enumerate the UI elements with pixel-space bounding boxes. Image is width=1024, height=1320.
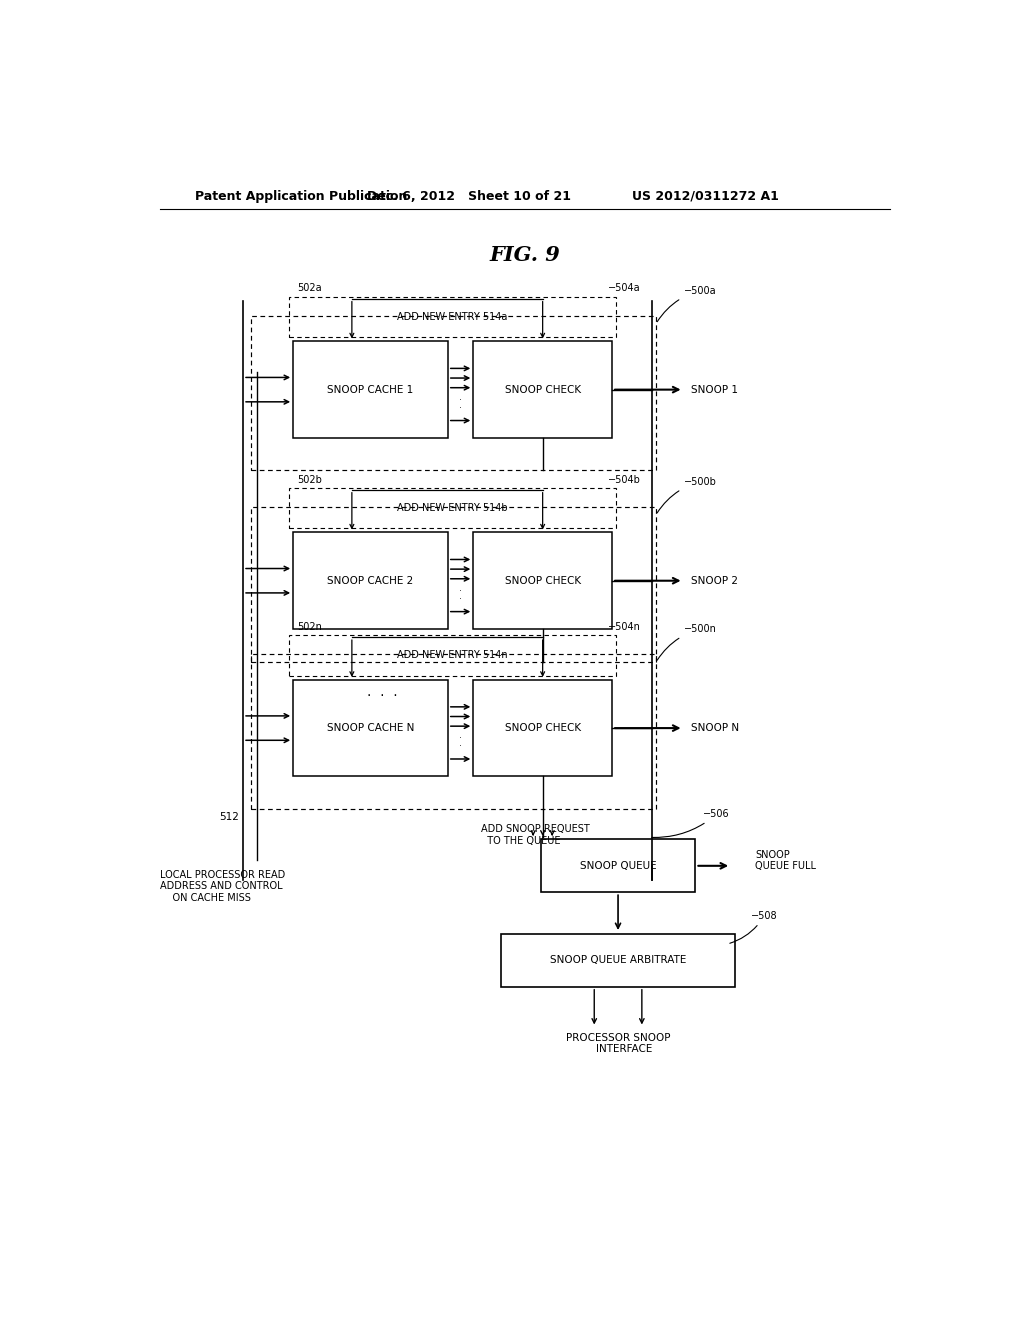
Bar bbox=[293, 342, 447, 438]
Bar bbox=[473, 532, 612, 630]
Text: PROCESSOR SNOOP
    INTERFACE: PROCESSOR SNOOP INTERFACE bbox=[566, 1032, 671, 1055]
Text: US 2012/0311272 A1: US 2012/0311272 A1 bbox=[632, 190, 778, 202]
Bar bbox=[541, 840, 695, 892]
Text: SNOOP
QUEUE FULL: SNOOP QUEUE FULL bbox=[755, 850, 816, 871]
Bar bbox=[473, 342, 612, 438]
Bar bbox=[251, 655, 655, 809]
Bar bbox=[289, 297, 616, 338]
Text: Dec. 6, 2012   Sheet 10 of 21: Dec. 6, 2012 Sheet 10 of 21 bbox=[368, 190, 571, 202]
Text: SNOOP QUEUE ARBITRATE: SNOOP QUEUE ARBITRATE bbox=[550, 956, 686, 965]
Bar bbox=[293, 680, 447, 776]
Bar bbox=[501, 935, 735, 987]
Text: −500b: −500b bbox=[657, 477, 717, 512]
Text: ADD NEW ENTRY 514b: ADD NEW ENTRY 514b bbox=[397, 503, 508, 513]
Text: −500a: −500a bbox=[657, 285, 716, 322]
Text: −506: −506 bbox=[651, 809, 730, 837]
Text: SNOOP CHECK: SNOOP CHECK bbox=[505, 723, 581, 733]
Bar bbox=[251, 315, 655, 470]
Text: .  .  .: . . . bbox=[367, 685, 397, 700]
Text: .
.: . . bbox=[459, 583, 462, 601]
Text: SNOOP N: SNOOP N bbox=[691, 723, 739, 733]
Text: 502b: 502b bbox=[297, 475, 322, 484]
Text: SNOOP QUEUE: SNOOP QUEUE bbox=[580, 861, 656, 871]
Text: ADD NEW ENTRY 514a: ADD NEW ENTRY 514a bbox=[397, 312, 508, 322]
Text: SNOOP CACHE 1: SNOOP CACHE 1 bbox=[328, 384, 414, 395]
Text: .
.: . . bbox=[459, 731, 462, 748]
Bar bbox=[473, 680, 612, 776]
Bar bbox=[251, 507, 655, 661]
Text: −500n: −500n bbox=[657, 624, 717, 660]
Text: 502n: 502n bbox=[297, 622, 322, 632]
Text: −504n: −504n bbox=[608, 622, 641, 632]
Text: SNOOP 1: SNOOP 1 bbox=[691, 384, 738, 395]
Text: LOCAL PROCESSOR READ
ADDRESS AND CONTROL
    ON CACHE MISS: LOCAL PROCESSOR READ ADDRESS AND CONTROL… bbox=[160, 870, 285, 903]
Text: −508: −508 bbox=[730, 911, 777, 944]
Text: SNOOP CHECK: SNOOP CHECK bbox=[505, 576, 581, 586]
Text: 512: 512 bbox=[219, 812, 239, 822]
Text: SNOOP CACHE 2: SNOOP CACHE 2 bbox=[328, 576, 414, 586]
Bar bbox=[289, 487, 616, 528]
Text: Patent Application Publication: Patent Application Publication bbox=[196, 190, 408, 202]
Text: −504a: −504a bbox=[608, 284, 641, 293]
Bar bbox=[293, 532, 447, 630]
Text: SNOOP CHECK: SNOOP CHECK bbox=[505, 384, 581, 395]
Text: −504b: −504b bbox=[608, 475, 641, 484]
Text: ADD SNOOP REQUEST
  TO THE QUEUE: ADD SNOOP REQUEST TO THE QUEUE bbox=[481, 824, 590, 846]
Text: FIG. 9: FIG. 9 bbox=[489, 246, 560, 265]
Text: .
.: . . bbox=[459, 392, 462, 411]
Text: SNOOP 2: SNOOP 2 bbox=[691, 576, 738, 586]
Text: 502a: 502a bbox=[297, 284, 322, 293]
Bar bbox=[289, 635, 616, 676]
Text: ADD NEW ENTRY 514n: ADD NEW ENTRY 514n bbox=[397, 651, 508, 660]
Text: SNOOP CACHE N: SNOOP CACHE N bbox=[327, 723, 414, 733]
